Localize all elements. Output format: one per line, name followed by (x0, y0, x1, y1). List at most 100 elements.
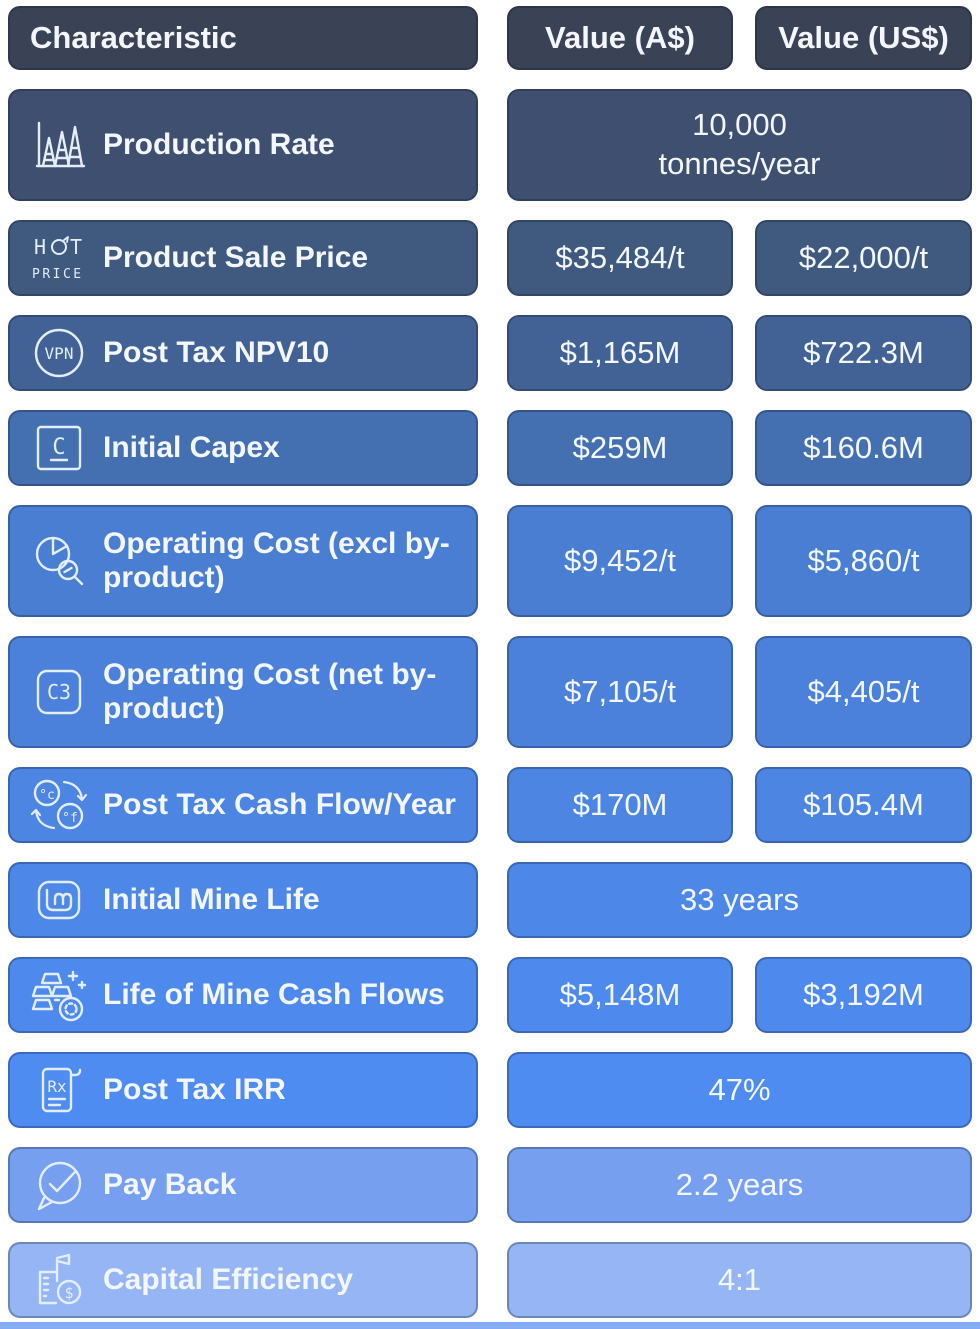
row-label: Initial Capex (103, 430, 280, 464)
table-header-row: Characteristic Value (A$) Value (US$) (8, 6, 980, 70)
currency-exchange-icon: °c °f (30, 776, 88, 834)
row-label: Post Tax NPV10 (103, 335, 330, 369)
table-row: Pay Back 2.2 years (8, 1147, 980, 1223)
value-aud-cell: $1,165M (507, 315, 733, 391)
header-characteristic-label: Characteristic (30, 20, 237, 55)
row-value-aud: $35,484/t (555, 239, 685, 275)
characteristic-cell: Life of Mine Cash Flows (8, 957, 478, 1033)
header-value-aud-cell: Value (A$) (507, 6, 733, 70)
c3-square-icon: C3 (30, 663, 88, 721)
value-usd-cell: $160.6M (755, 410, 972, 486)
scroll-rx-icon: Rx (30, 1061, 88, 1119)
table-row: Initial Mine Life 33 years (8, 862, 980, 938)
row-value: 4:1 (717, 1261, 762, 1297)
header-characteristic-cell: Characteristic (8, 6, 478, 70)
row-label: Post Tax Cash Flow/Year (103, 787, 456, 821)
value-span-cell: 47% (507, 1052, 972, 1128)
row-value-aud: $9,452/t (563, 542, 677, 578)
characteristic-cell: C Initial Capex (8, 410, 478, 486)
value-usd-cell: $722.3M (755, 315, 972, 391)
svg-text:$: $ (64, 1284, 73, 1302)
svg-text:C3: C3 (47, 680, 71, 704)
characteristic-cell: Initial Mine Life (8, 862, 478, 938)
production-chart-icon (30, 116, 88, 174)
value-usd-cell: $22,000/t (755, 220, 972, 296)
table-row: VPN Post Tax NPV10 $1,165M $722.3M (8, 315, 980, 391)
row-value-aud: $7,105/t (563, 673, 677, 709)
characteristic-cell: C3 Operating Cost (net by- product) (8, 636, 478, 748)
row-value-usd: $4,405/t (807, 673, 920, 709)
row-label: Operating Cost (net by- product) (103, 657, 437, 726)
vpn-circle-icon: VPN (30, 324, 88, 382)
value-span-cell: 2.2 years (507, 1147, 972, 1223)
svg-text:Rx: Rx (47, 1077, 67, 1096)
table-row: Rx Post Tax IRR 47% (8, 1052, 980, 1128)
characteristic-cell: Operating Cost (excl by- product) (8, 505, 478, 617)
characteristic-cell: Pay Back (8, 1147, 478, 1223)
svg-text:C: C (52, 435, 65, 460)
row-label: Life of Mine Cash Flows (103, 977, 445, 1011)
header-value-usd-label: Value (US$) (778, 20, 949, 55)
value-usd-cell: $3,192M (755, 957, 972, 1033)
row-value-usd: $105.4M (803, 786, 924, 822)
value-aud-cell: $5,148M (507, 957, 733, 1033)
characteristic-cell: H T PRICE Product Sale Price (8, 220, 478, 296)
row-label: Initial Mine Life (103, 882, 320, 916)
table-row: C3 Operating Cost (net by- product) $7,1… (8, 636, 980, 748)
table-row: Production Rate 10,000 tonnes/year (8, 89, 980, 201)
pie-magnifier-icon (30, 532, 88, 590)
svg-text:VPN: VPN (45, 344, 74, 363)
table-row: Operating Cost (excl by- product) $9,452… (8, 505, 980, 617)
characteristic-cell: $ Capital Efficiency (8, 1242, 478, 1318)
characteristic-cell: Rx Post Tax IRR (8, 1052, 478, 1128)
table-row: C Initial Capex $259M $160.6M (8, 410, 980, 486)
row-value-aud: $5,148M (559, 976, 681, 1012)
table-row: $ Capital Efficiency 4:1 (8, 1242, 980, 1318)
building-dollar-icon: $ (30, 1251, 88, 1309)
table-row: H T PRICE Product Sale Price $35,484/t $… (8, 220, 980, 296)
table-row: Life of Mine Cash Flows $5,148M $3,192M (8, 957, 980, 1033)
row-value: 47% (708, 1071, 771, 1107)
svg-text:PRICE: PRICE (32, 267, 84, 282)
row-value-usd: $722.3M (803, 334, 924, 370)
value-aud-cell: $170M (507, 767, 733, 843)
check-bubble-icon (30, 1156, 88, 1214)
gold-bars-icon (30, 966, 88, 1024)
value-aud-cell: $35,484/t (507, 220, 733, 296)
value-usd-cell: $4,405/t (755, 636, 972, 748)
value-usd-cell: $5,860/t (755, 505, 972, 617)
row-label: Post Tax IRR (103, 1072, 286, 1106)
value-aud-cell: $7,105/t (507, 636, 733, 748)
row-value-usd: $22,000/t (798, 239, 929, 275)
characteristic-cell: °c °f Post Tax Cash Flow/Year (8, 767, 478, 843)
svg-text:H: H (34, 235, 46, 259)
capex-square-icon: C (30, 419, 88, 477)
row-value-usd: $3,192M (803, 976, 924, 1012)
value-aud-cell: $259M (507, 410, 733, 486)
row-value-aud: $1,165M (559, 334, 681, 370)
table-row: °c °f Post Tax Cash Flow/Year $170M $105… (8, 767, 980, 843)
svg-text:°c: °c (39, 788, 55, 803)
row-value: 10,000 tonnes/year (658, 107, 821, 181)
value-span-cell: 10,000 tonnes/year (507, 89, 972, 201)
row-label: Operating Cost (excl by- product) (103, 526, 450, 595)
value-usd-cell: $105.4M (755, 767, 972, 843)
value-span-cell: 4:1 (507, 1242, 972, 1318)
hot-price-icon: H T PRICE (30, 229, 88, 287)
row-value-aud: $259M (572, 429, 668, 465)
row-value: 2.2 years (675, 1166, 804, 1202)
row-value-aud: $170M (572, 786, 668, 822)
cropped-next-row-strip (0, 1322, 980, 1329)
row-label: Product Sale Price (103, 240, 369, 274)
row-label: Production Rate (103, 127, 335, 161)
mine-life-icon (30, 871, 88, 929)
row-value-usd: $160.6M (803, 429, 924, 465)
header-value-usd-cell: Value (US$) (755, 6, 972, 70)
svg-text:T: T (70, 235, 82, 259)
row-value: 33 years (680, 881, 799, 917)
row-label: Pay Back (103, 1167, 237, 1201)
value-span-cell: 33 years (507, 862, 972, 938)
svg-text:°f: °f (62, 811, 78, 826)
characteristic-cell: VPN Post Tax NPV10 (8, 315, 478, 391)
